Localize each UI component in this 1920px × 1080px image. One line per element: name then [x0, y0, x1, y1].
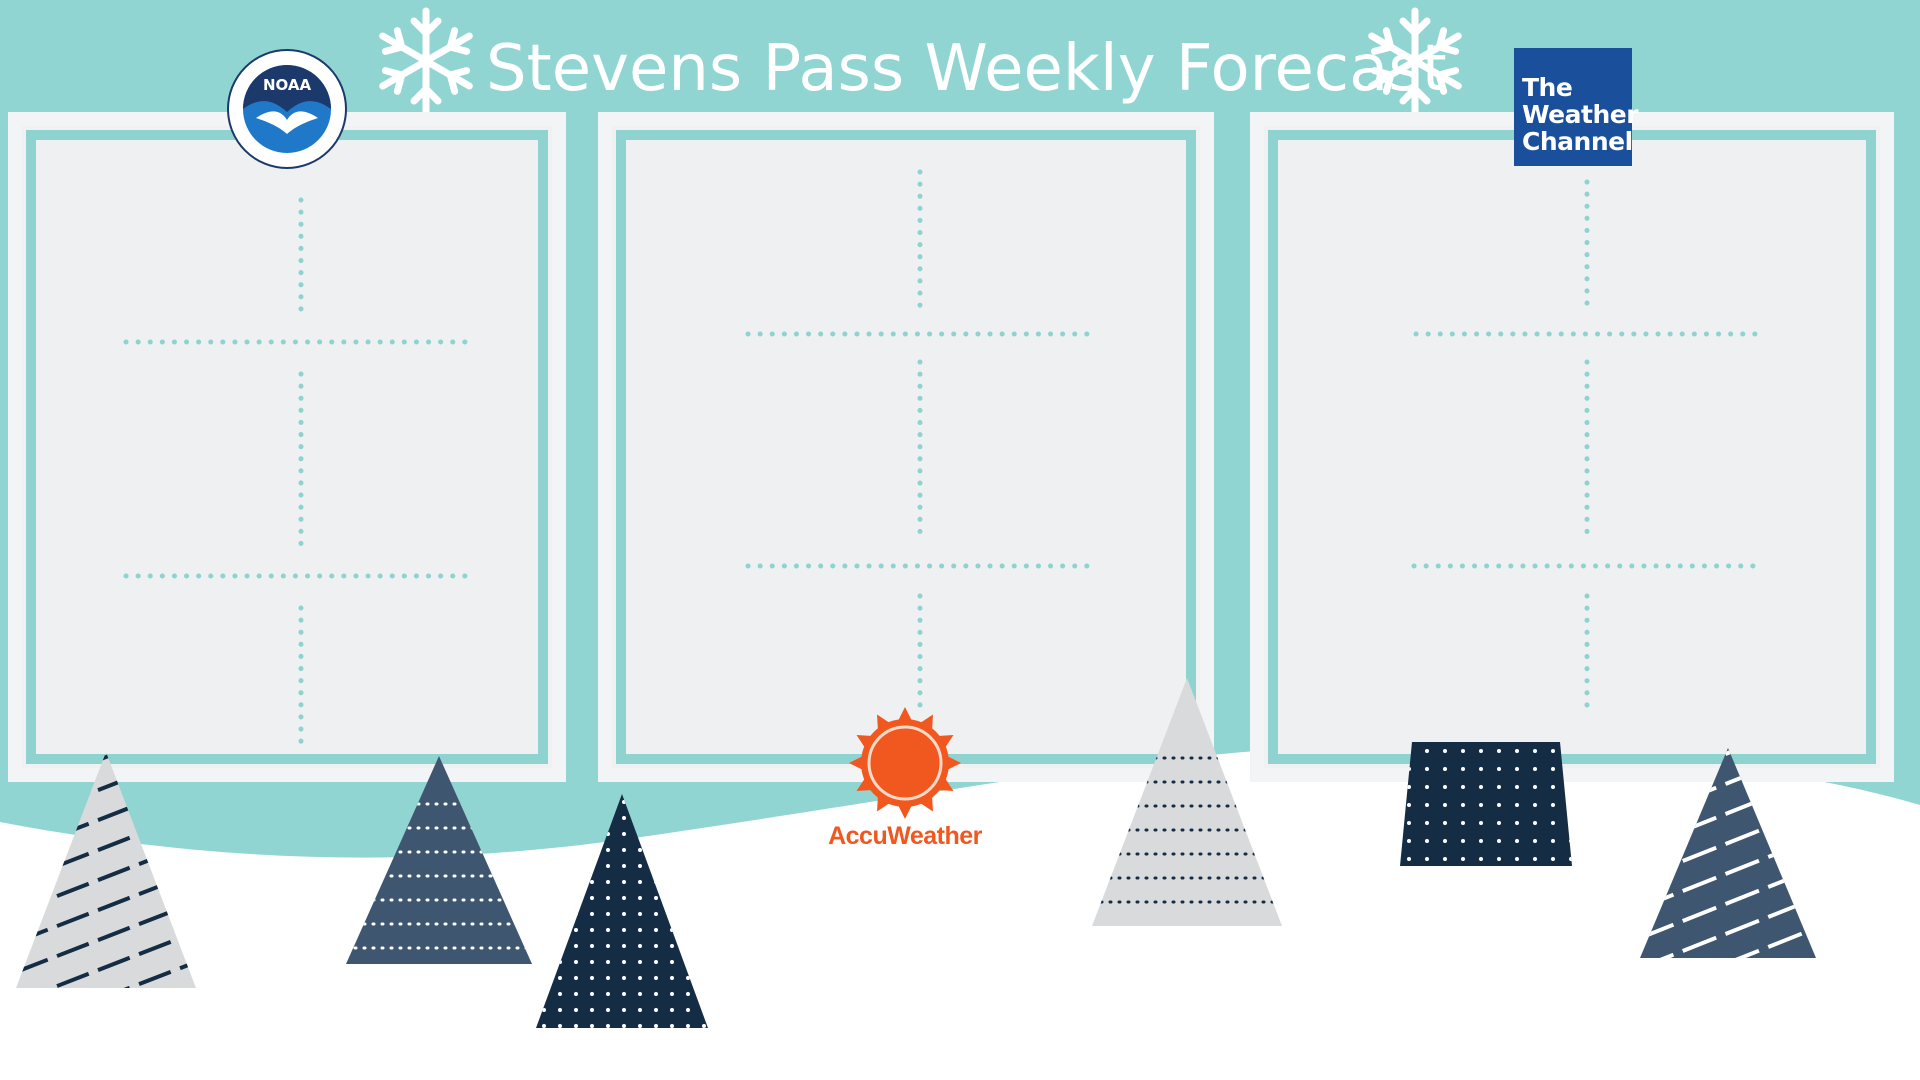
noaa-forecast-panel [8, 112, 566, 782]
pine-tree-icon [1092, 678, 1282, 926]
noaa-seal-icon: NOAA [227, 49, 347, 169]
snowflake-icon [379, 7, 473, 115]
pine-tree-icon [346, 756, 532, 964]
snowflake-icon [1368, 7, 1462, 115]
panel-inner-frame [616, 130, 1196, 764]
dotted-grid [1411, 179, 1767, 715]
pine-tree-icon [16, 752, 196, 988]
pine-tree-icon [1640, 748, 1816, 958]
pine-tree-icon [536, 794, 708, 1028]
weather-channel-forecast-panel [1250, 112, 1894, 782]
twc-logo-line: Channel [1522, 127, 1633, 156]
dotted-grid [123, 197, 479, 745]
pine-tree-icon [1400, 742, 1572, 866]
weather-channel-logo: The Weather Channel [1514, 48, 1639, 166]
twc-logo-line: The [1522, 73, 1573, 102]
twc-logo-line: Weather [1522, 100, 1639, 129]
dotted-grid [745, 169, 1097, 719]
panel-inner-frame [1268, 130, 1876, 764]
noaa-logo-text: NOAA [263, 76, 312, 94]
page-title: Stevens Pass Weekly Forecast [486, 32, 1447, 106]
accuweather-sun-icon [849, 707, 961, 819]
panel-inner-frame [26, 130, 548, 764]
accuweather-logo-text: AccuWeather [828, 822, 982, 850]
accuweather-forecast-panel [598, 112, 1214, 782]
